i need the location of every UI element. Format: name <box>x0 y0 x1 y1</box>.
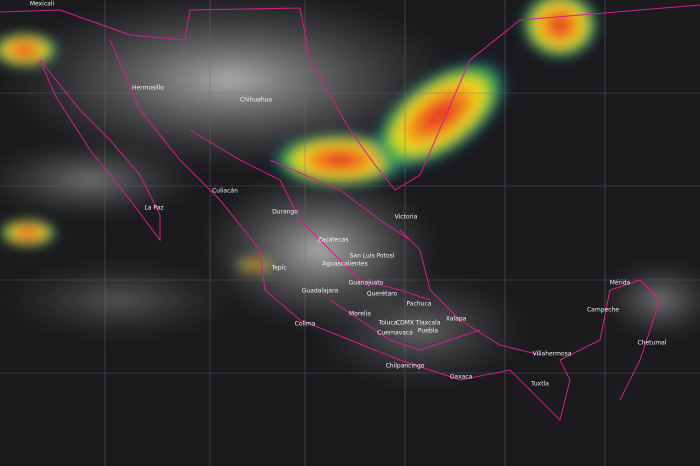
city-label: Aguascalientes <box>322 261 368 268</box>
city-label: Oaxaca <box>450 374 473 381</box>
city-label: Villahermosa <box>533 351 572 358</box>
city-labels: Mexicali Hermosillo Chihuahua La Paz Culiacá… <box>30 1 667 388</box>
city-label: Toluca <box>378 320 398 327</box>
city-label: Victoria <box>395 214 418 221</box>
city-label: Durango <box>272 209 298 216</box>
city-label: Guadalajara <box>302 288 339 295</box>
city-label: Chilpancingo <box>386 363 425 370</box>
city-label: Morelia <box>349 311 371 318</box>
city-label: Culiacán <box>212 188 238 195</box>
city-label: San Luis Potosí <box>350 253 395 260</box>
city-label: Cuernavaca <box>377 330 413 337</box>
city-label: CDMX <box>396 320 414 327</box>
city-label: Mérida <box>610 280 631 287</box>
city-label: Xalapa <box>446 316 467 323</box>
city-label: Chetumal <box>637 340 666 347</box>
borders <box>0 4 700 421</box>
city-label: Tlaxcala <box>415 320 441 327</box>
city-label: Campeche <box>587 307 619 314</box>
city-label: Tepic <box>270 265 286 272</box>
city-label: Guanajuato <box>349 280 384 287</box>
city-label: La Paz <box>144 205 163 212</box>
city-label: Puebla <box>418 328 438 335</box>
city-label: Zacatecas <box>318 237 349 244</box>
city-label: Tuxtla <box>530 381 549 388</box>
city-label: Chihuahua <box>240 97 273 104</box>
city-label: Mexicali <box>30 1 55 8</box>
city-label: Hermosillo <box>132 85 164 92</box>
city-label: Colima <box>295 321 316 328</box>
city-label: Querétaro <box>367 291 398 298</box>
city-label: Pachuca <box>407 301 432 308</box>
